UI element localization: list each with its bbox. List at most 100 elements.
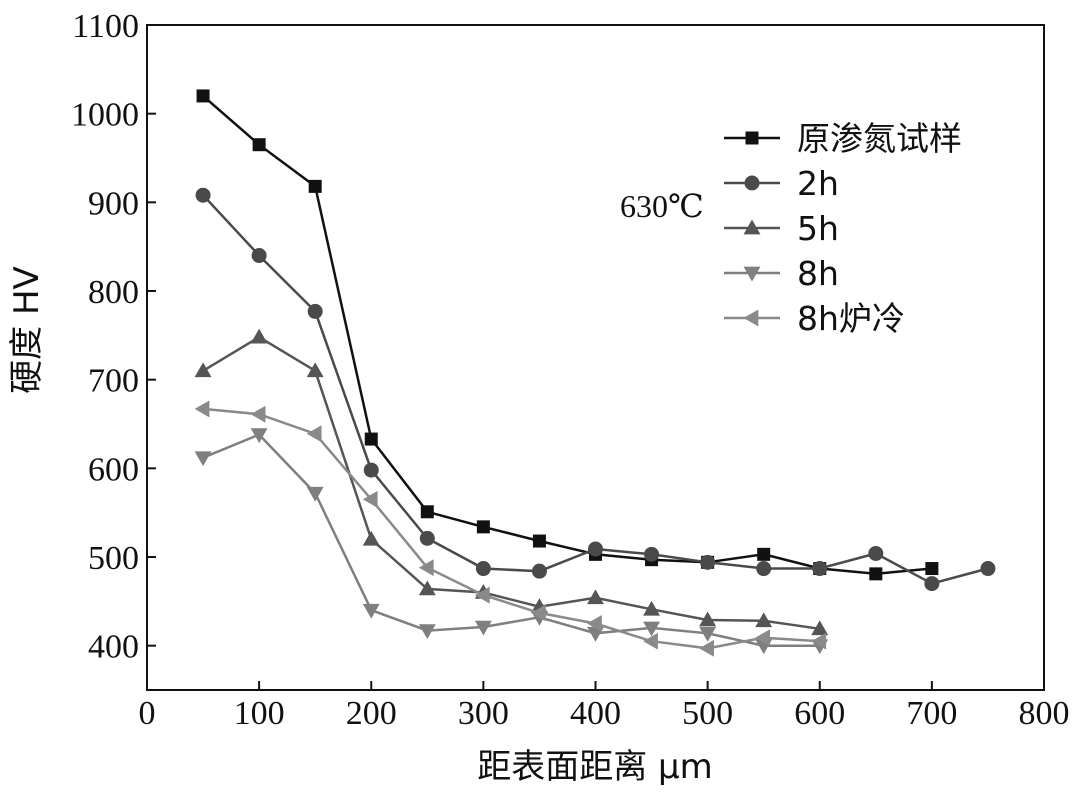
data-point — [194, 451, 212, 467]
x-tick-label: 700 — [906, 695, 957, 732]
legend-marker — [743, 266, 761, 282]
x-tick-label: 800 — [1019, 695, 1070, 732]
data-point — [194, 400, 210, 418]
data-point — [699, 611, 717, 627]
data-point — [306, 486, 324, 502]
series-group — [194, 89, 996, 657]
data-point — [420, 505, 434, 519]
legend-item: 5h — [724, 209, 839, 248]
data-point — [869, 567, 883, 581]
legend-item: 2h — [724, 164, 839, 203]
data-point — [306, 362, 324, 378]
data-point — [250, 328, 268, 344]
data-point — [194, 362, 212, 378]
data-point — [363, 462, 379, 478]
data-point — [251, 248, 267, 264]
legend-item: 8h — [724, 254, 839, 293]
data-point — [587, 589, 604, 605]
series-line — [202, 407, 820, 650]
data-point — [755, 612, 773, 628]
legend-item: 8h炉冷 — [724, 299, 905, 338]
data-point — [699, 626, 717, 642]
data-point — [476, 520, 490, 534]
data-point — [531, 563, 547, 579]
data-point — [530, 604, 546, 622]
legend-marker — [744, 175, 760, 191]
data-point — [643, 621, 661, 637]
data-point — [757, 547, 771, 561]
data-point — [306, 425, 322, 443]
axis-ticks: 0 100 200 300 400 500 600 700 800 400 500 600 700 800… — [71, 8, 1070, 732]
data-point — [812, 561, 828, 577]
data-point — [362, 603, 380, 619]
data-point — [925, 562, 939, 576]
data-point — [587, 615, 602, 632]
x-tick-label: 400 — [570, 695, 621, 732]
legend: 原渗氮试样 2h 5h 8h 8h炉冷 — [724, 119, 962, 338]
series-3 — [194, 328, 829, 636]
x-tick-label: 0 — [139, 695, 156, 732]
legend-label: 8h — [797, 254, 839, 293]
y-tick-label: 1000 — [71, 97, 139, 134]
series-line — [202, 433, 820, 647]
legend-marker — [743, 219, 761, 235]
data-point — [532, 534, 546, 548]
data-point — [308, 179, 322, 193]
data-point — [250, 405, 266, 423]
legend-label: 2h — [797, 164, 839, 203]
data-point — [250, 428, 268, 444]
legend-marker — [745, 131, 759, 145]
x-tick-label: 100 — [234, 695, 285, 732]
x-tick-label: 300 — [458, 695, 509, 732]
data-point — [756, 561, 772, 577]
data-point — [980, 561, 996, 577]
data-point — [811, 632, 827, 650]
data-point — [643, 600, 661, 616]
data-point — [195, 187, 211, 203]
legend-label: 8h炉冷 — [797, 299, 905, 338]
y-tick-label: 800 — [88, 274, 139, 311]
x-tick-label: 200 — [346, 695, 397, 732]
data-point — [418, 580, 436, 596]
y-tick-label: 1100 — [72, 8, 139, 45]
data-point — [755, 629, 771, 647]
data-point — [474, 586, 490, 604]
data-point — [419, 530, 435, 546]
data-point — [811, 620, 829, 636]
data-point — [643, 632, 658, 650]
data-point — [644, 546, 660, 562]
series-2 — [195, 187, 996, 592]
series-5 — [194, 400, 827, 657]
data-point — [362, 530, 380, 546]
x-tick-label: 500 — [682, 695, 733, 732]
data-point — [418, 559, 434, 577]
data-point — [307, 303, 323, 319]
data-point — [868, 545, 884, 561]
y-tick-label: 400 — [88, 629, 139, 666]
legend-item: 原渗氮试样 — [724, 119, 962, 158]
data-point — [924, 576, 940, 592]
data-point — [252, 138, 266, 152]
data-point — [364, 432, 378, 446]
data-point — [196, 89, 210, 103]
legend-label: 5h — [797, 209, 839, 248]
series-line — [202, 335, 820, 631]
y-tick-label: 500 — [88, 540, 139, 577]
data-point — [362, 490, 378, 508]
data-point — [474, 620, 492, 636]
data-point — [475, 561, 491, 577]
data-point — [588, 541, 603, 557]
y-tick-label: 700 — [88, 363, 139, 400]
x-tick-label: 600 — [794, 695, 845, 732]
data-point — [699, 639, 714, 657]
y-axis-title: 硬度 HV — [7, 266, 47, 394]
legend-marker — [743, 309, 759, 327]
y-tick-label: 900 — [88, 185, 139, 222]
series-line — [202, 94, 933, 576]
legend-label: 原渗氮试样 — [797, 119, 962, 158]
data-point — [700, 554, 716, 570]
annotation-temperature: 630℃ — [620, 188, 704, 224]
x-axis-title: 距表面距离 μm — [477, 747, 713, 787]
y-tick-label: 600 — [88, 451, 139, 488]
